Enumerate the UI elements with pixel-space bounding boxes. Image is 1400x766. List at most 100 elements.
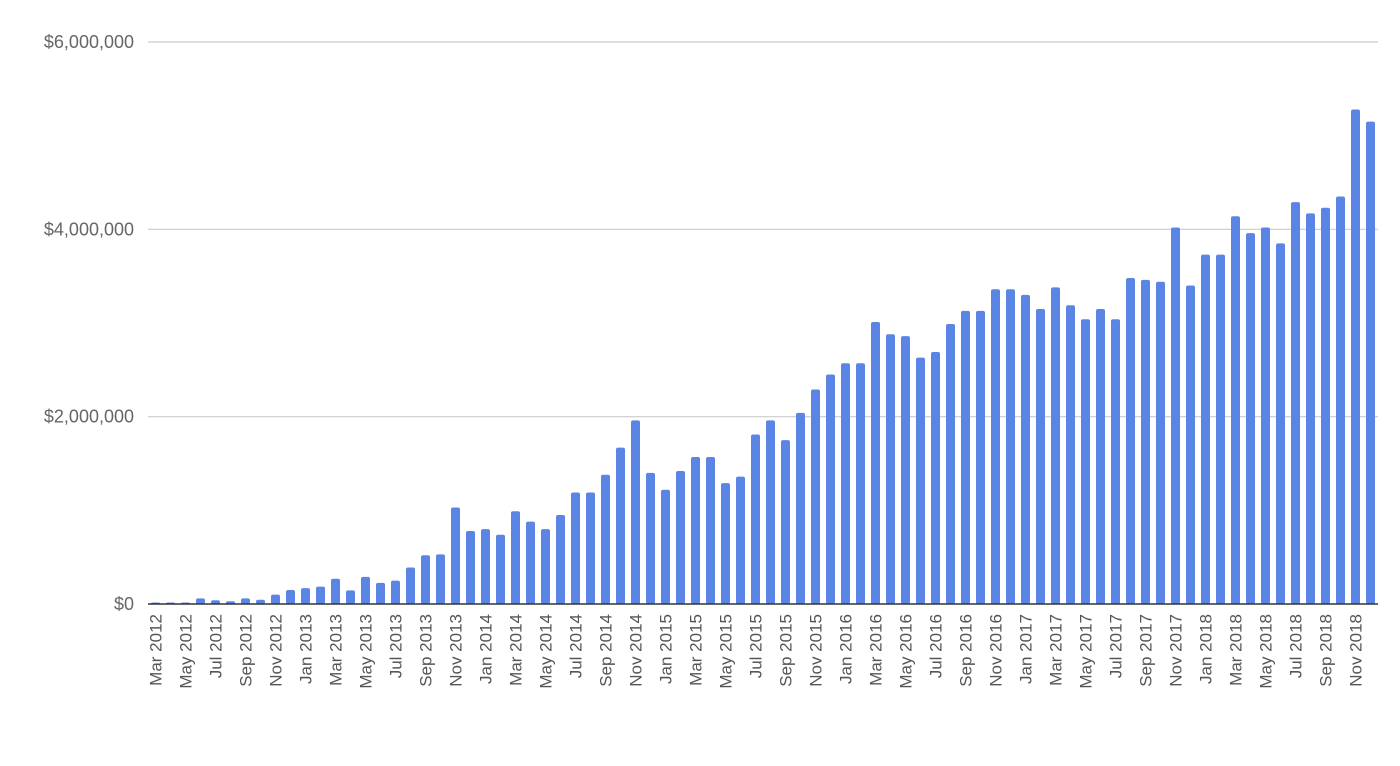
y-tick-label: $4,000,000 xyxy=(44,219,134,239)
bar xyxy=(1156,281,1165,604)
bar xyxy=(1216,254,1225,604)
bar xyxy=(781,440,790,604)
bar xyxy=(1231,216,1240,604)
bar xyxy=(1321,207,1330,605)
x-tick-label: May 2014 xyxy=(537,614,556,689)
x-tick-label: Mar 2016 xyxy=(867,614,886,686)
bar xyxy=(1366,121,1375,605)
x-tick-label: Mar 2018 xyxy=(1227,614,1246,686)
x-tick-label: Sep 2016 xyxy=(957,614,976,687)
bar xyxy=(541,529,550,604)
x-tick-label: Mar 2013 xyxy=(327,614,346,686)
bar xyxy=(196,598,205,604)
bar xyxy=(1351,109,1360,604)
bar xyxy=(931,352,940,604)
x-tick-label: Sep 2013 xyxy=(417,614,436,687)
bar xyxy=(706,456,715,604)
x-tick-label: Jan 2014 xyxy=(477,614,496,684)
x-tick-label: Nov 2013 xyxy=(447,614,466,687)
bar xyxy=(451,507,460,604)
y-axis-labels: $0 $2,000,000 $4,000,000 $6,000,000 xyxy=(44,32,134,614)
bar xyxy=(901,336,910,604)
bar xyxy=(691,456,700,604)
bar xyxy=(286,589,295,604)
bar xyxy=(1276,243,1285,604)
x-tick-label: Sep 2015 xyxy=(777,614,796,687)
y-tick-label: $6,000,000 xyxy=(44,32,134,52)
bar xyxy=(1261,227,1270,604)
bar xyxy=(1246,233,1255,604)
bar xyxy=(856,363,865,604)
bar xyxy=(1111,319,1120,604)
x-tick-label: Nov 2016 xyxy=(987,614,1006,687)
bar xyxy=(1186,285,1195,604)
bar xyxy=(466,530,475,604)
bar xyxy=(361,576,370,604)
x-tick-label: May 2013 xyxy=(357,614,376,689)
bar xyxy=(1006,289,1015,604)
bar xyxy=(1081,319,1090,604)
bar xyxy=(481,529,490,604)
x-tick-label: Jul 2017 xyxy=(1107,614,1126,678)
x-tick-label: Jul 2016 xyxy=(927,614,946,678)
x-tick-label: Nov 2014 xyxy=(627,614,646,687)
bar xyxy=(316,586,325,604)
x-tick-label: May 2017 xyxy=(1077,614,1096,689)
bar xyxy=(241,598,250,604)
x-tick-label: Mar 2017 xyxy=(1047,614,1066,686)
x-tick-label: Nov 2017 xyxy=(1167,614,1186,687)
x-tick-label: Jul 2012 xyxy=(207,614,226,678)
bar xyxy=(1021,294,1030,604)
x-tick-label: Nov 2018 xyxy=(1347,614,1366,687)
bar xyxy=(736,476,745,604)
bar xyxy=(1126,278,1135,604)
x-tick-label: Nov 2012 xyxy=(267,614,286,687)
bar xyxy=(826,374,835,604)
bar xyxy=(616,447,625,604)
x-tick-label: Nov 2015 xyxy=(807,614,826,687)
bar xyxy=(961,310,970,604)
x-axis-labels: Mar 2012 May 2012 Jul 2012 Sep 2012 Nov 2012… xyxy=(147,614,1366,689)
bar xyxy=(991,289,1000,604)
x-tick-label: Jan 2013 xyxy=(297,614,316,684)
x-tick-label: Mar 2012 xyxy=(147,614,166,686)
x-tick-label: Jul 2018 xyxy=(1287,614,1306,678)
bar xyxy=(391,580,400,604)
bar xyxy=(436,554,445,604)
x-tick-label: Jul 2015 xyxy=(747,614,766,678)
bar xyxy=(1036,308,1045,604)
x-tick-label: Jan 2016 xyxy=(837,614,856,684)
bars xyxy=(151,109,1375,605)
bar xyxy=(571,492,580,604)
bar xyxy=(661,489,670,604)
bar xyxy=(766,420,775,604)
x-tick-label: Jan 2018 xyxy=(1197,614,1216,684)
bar xyxy=(796,412,805,604)
bar xyxy=(346,590,355,604)
bar xyxy=(256,599,265,604)
bar xyxy=(646,472,655,604)
bar xyxy=(331,578,340,604)
x-tick-label: Jul 2014 xyxy=(567,614,586,678)
x-tick-label: May 2012 xyxy=(177,614,196,689)
bar xyxy=(721,483,730,604)
bar xyxy=(406,567,415,604)
x-tick-label: Jul 2013 xyxy=(387,614,406,678)
bar xyxy=(1066,305,1075,604)
bar xyxy=(601,474,610,604)
bar xyxy=(841,363,850,604)
bar xyxy=(871,322,880,604)
bar xyxy=(946,323,955,604)
bar xyxy=(751,434,760,604)
bar xyxy=(1201,254,1210,604)
x-tick-label: Sep 2014 xyxy=(597,614,616,687)
bar xyxy=(1051,287,1060,604)
bar xyxy=(811,389,820,604)
bar xyxy=(421,555,430,604)
bar xyxy=(1291,202,1300,605)
bar xyxy=(511,511,520,604)
bar xyxy=(976,310,985,604)
bar xyxy=(301,588,310,604)
x-tick-label: May 2018 xyxy=(1257,614,1276,689)
